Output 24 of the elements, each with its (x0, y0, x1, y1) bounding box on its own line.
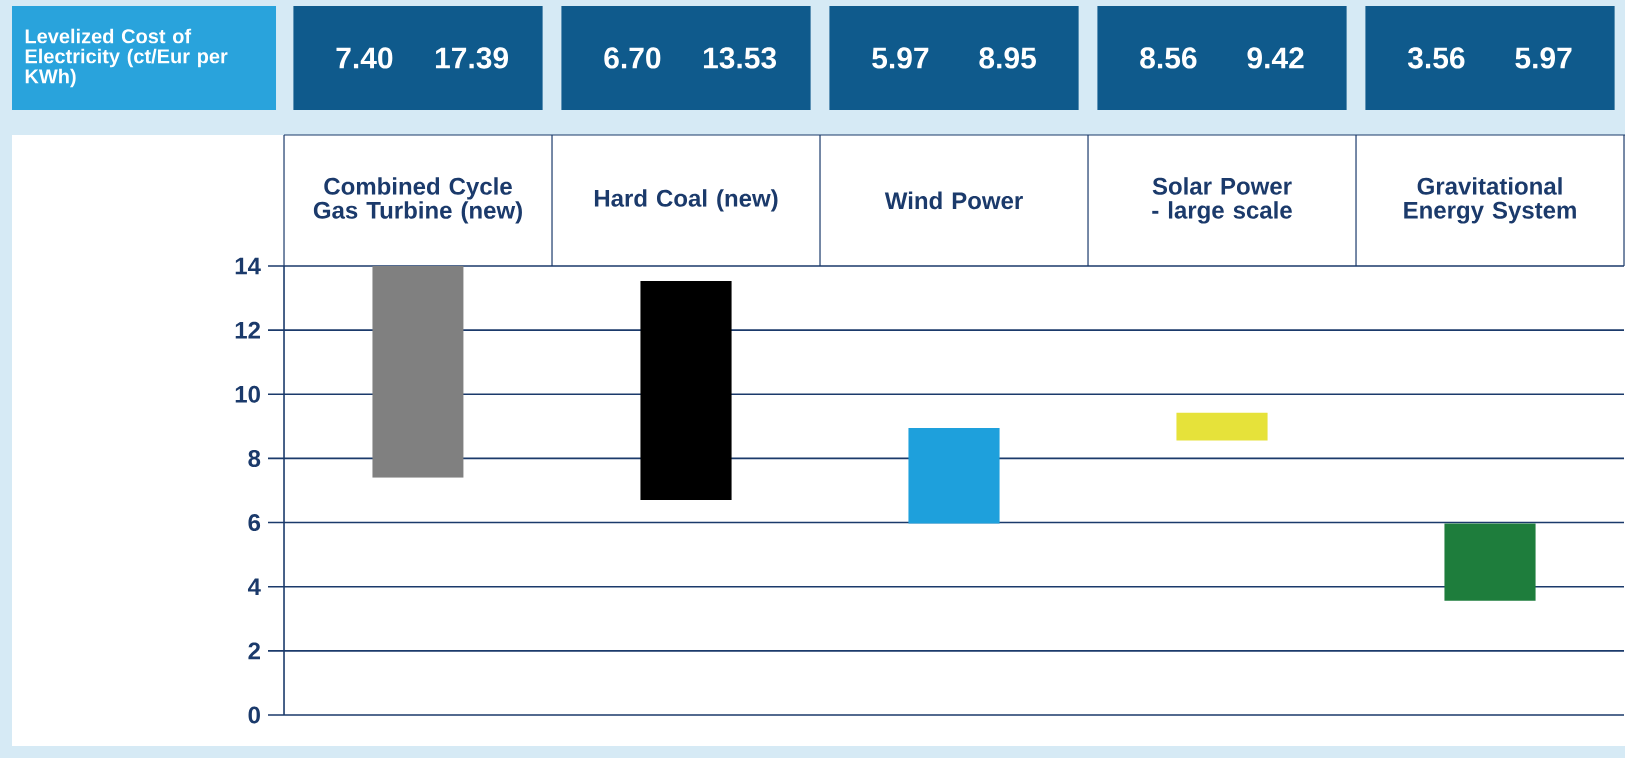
y-tick-label: 12 (235, 321, 260, 339)
y-tick-label: 10 (235, 385, 260, 403)
x-tick-label: Gravitational Energy System (1404, 177, 1576, 224)
text: 13.53 (703, 47, 777, 69)
text: 5.97 (872, 47, 929, 69)
text: 7.40 (336, 47, 393, 69)
text: Levelized Cost of Electricity (ct/Eur per KWh) (25, 28, 228, 88)
text: 8.56 (1140, 47, 1197, 69)
x-tick-label: Wind Power (884, 191, 1023, 210)
text: 9.42 (1247, 47, 1304, 69)
text: 3.56 (1407, 47, 1465, 69)
y-tick-label: 14 (235, 257, 261, 275)
text: 17.39 (435, 47, 509, 69)
y-tick-label: 8 (248, 449, 261, 467)
text: 5.97 (1515, 47, 1572, 69)
y-tick-label: 0 (248, 706, 260, 724)
text: 8.95 (979, 47, 1036, 69)
y-tick-label: 6 (248, 514, 261, 532)
y-tick-label: 4 (247, 578, 261, 595)
x-tick-label: Hard Coal (new) (594, 189, 778, 212)
text: 6.70 (604, 47, 661, 69)
x-tick-label: Combined Cycle Gas Turbine (new) (313, 177, 522, 224)
x-tick-label: Solar Power - large scale (1152, 177, 1292, 224)
y-tick-label: 2 (248, 642, 260, 660)
